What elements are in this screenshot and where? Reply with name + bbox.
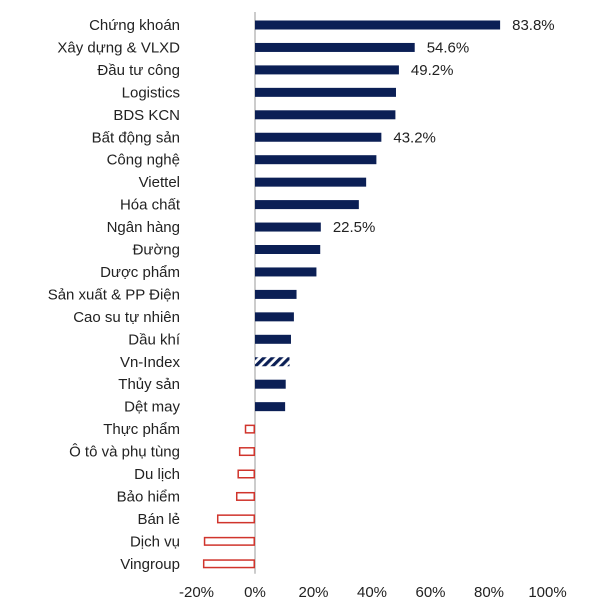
bar [255,20,501,30]
category-label: Bán lẻ [137,511,180,528]
category-label: Thực phẩm [103,421,180,438]
bar [255,312,294,322]
bar [255,110,396,120]
bar [255,177,367,187]
category-label: Bảo hiểm [117,488,180,505]
bar [238,447,256,457]
bar [255,289,297,299]
data-label: 22.5% [333,219,376,236]
category-label: Bất động sản [92,129,180,146]
category-label: Vingroup [120,556,180,573]
x-tick-label: 0% [244,584,266,600]
bar [202,559,255,569]
category-label: Cao su tự nhiên [73,309,180,326]
data-label: 49.2% [411,62,454,79]
category-label: Công nghệ [107,152,180,169]
data-label: 83.8% [512,17,555,34]
bar [255,334,291,344]
category-label: BDS KCN [113,107,180,124]
data-label: 54.6% [427,39,470,56]
bar [244,424,255,434]
x-tick-label: 40% [357,584,387,600]
category-label: Du lịch [134,466,180,483]
bar [255,155,377,165]
bar [255,245,321,254]
category-label: Chứng khoán [89,17,180,34]
category-label: Dược phẩm [100,264,180,281]
x-tick-label: 20% [298,584,328,600]
category-label: Ngân hàng [107,219,180,236]
category-label: Thủy sản [118,376,180,393]
category-label: Sản xuất & PP Điện [48,286,180,303]
bar [255,379,286,389]
bar [216,514,256,524]
category-label: Logistics [122,84,180,101]
bar [255,267,317,277]
bar [203,536,255,546]
x-tick-label: -20% [179,584,214,600]
category-label: Đường [133,242,180,259]
x-tick-label: 100% [528,584,566,600]
category-label: Ô tô và phụ tùng [69,444,180,461]
bar [255,357,290,367]
bar [255,200,359,210]
x-tick-label: 80% [474,584,504,600]
bar [255,87,396,97]
category-labels: Chứng khoán Xây dựng & VLXD Đầu tư công Log… [48,17,181,573]
category-label: Viettel [139,174,180,191]
bar [237,469,255,479]
bar [255,65,399,75]
category-label: Hóa chất [120,197,181,214]
bar [255,402,286,412]
bar [255,222,321,232]
data-labels: 83.8% 54.6% 49.2% 43.2% 22.5% [333,17,555,236]
bar [235,491,256,501]
category-label: Dầu khí [128,331,181,348]
category-label: Vn-Index [120,354,181,371]
x-tick-labels: -20% 0% 20% 40% 60% 80% 100% [179,584,567,601]
category-label: Xây dựng & VLXD [57,39,180,56]
x-tick-label: 60% [415,584,445,600]
category-label: Dịch vụ [130,533,180,550]
bars-layer [202,12,501,574]
category-label: Dệt may [124,399,180,416]
data-label: 43.2% [393,129,436,146]
bar [255,132,382,142]
category-label: Đầu tư công [97,62,180,79]
bar [255,42,415,52]
